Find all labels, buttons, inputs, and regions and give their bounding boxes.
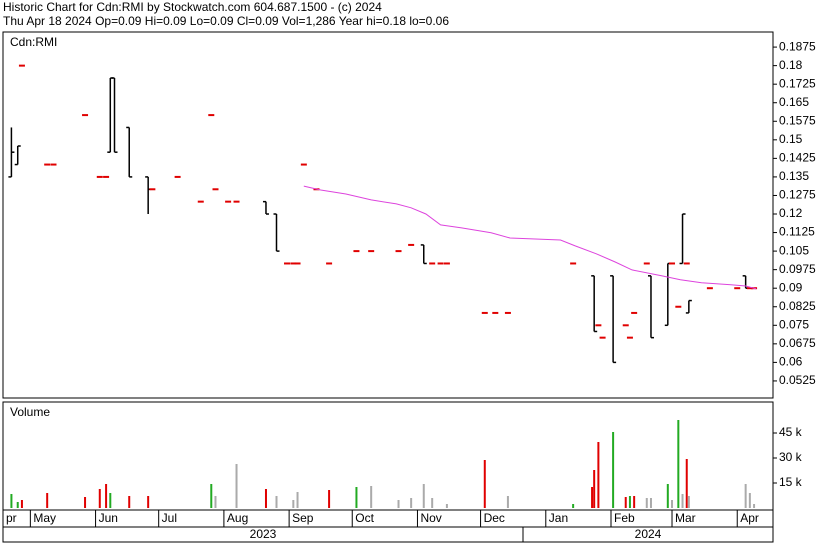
x-tick-label: Apr bbox=[740, 511, 759, 525]
x-tick-label: Nov bbox=[420, 511, 441, 525]
x-tick-label: Feb bbox=[614, 511, 635, 525]
x-tick-label: Sep bbox=[292, 511, 314, 525]
y-tick-label: 15 k bbox=[779, 475, 803, 489]
volume-bar bbox=[445, 504, 448, 508]
y-tick-label: 45 k bbox=[779, 425, 803, 439]
y-tick-label: 0.09 bbox=[779, 280, 803, 294]
y-tick-label: 0.12 bbox=[779, 206, 803, 220]
price-panel bbox=[2, 31, 774, 399]
volume-bar bbox=[46, 493, 49, 508]
x-tick-label: Dec bbox=[484, 511, 505, 525]
volume-bar bbox=[275, 496, 278, 508]
volume-bar bbox=[16, 502, 19, 508]
volume-bar bbox=[422, 484, 425, 508]
chart-title: Historic Chart for Cdn:RMI by Stockwatch… bbox=[3, 0, 382, 14]
panel-label: Volume bbox=[10, 405, 50, 419]
volume-bar bbox=[214, 496, 217, 508]
x-tick-label: Jul bbox=[162, 511, 177, 525]
volume-bar bbox=[410, 498, 413, 508]
volume-bar bbox=[744, 484, 747, 508]
volume-bar bbox=[128, 496, 131, 508]
volume-bar bbox=[753, 504, 756, 508]
volume-bar bbox=[355, 487, 358, 508]
y-tick-label: 0.0975 bbox=[779, 262, 816, 276]
y-tick-label: 0.1725 bbox=[779, 76, 816, 90]
y-tick-label: 0.1275 bbox=[779, 188, 816, 202]
y-tick-label: 0.135 bbox=[779, 169, 809, 183]
chart-subtitle: Thu Apr 18 2024 Op=0.09 Hi=0.09 Lo=0.09 … bbox=[3, 14, 449, 28]
volume-bar bbox=[666, 484, 669, 508]
volume-bar bbox=[10, 494, 13, 508]
volume-bar bbox=[633, 496, 636, 508]
volume-bar bbox=[748, 493, 751, 508]
y-tick-label: 0.0525 bbox=[779, 373, 816, 387]
year-row bbox=[2, 526, 774, 543]
y-tick-label: 0.0675 bbox=[779, 336, 816, 350]
volume-bar bbox=[591, 487, 594, 508]
y-tick-label: 0.1125 bbox=[779, 225, 815, 239]
volume-bar bbox=[597, 442, 600, 508]
volume-bar bbox=[235, 464, 238, 508]
volume-bar bbox=[105, 484, 108, 508]
year-label: 2023 bbox=[250, 527, 277, 541]
x-tick-label: Jun bbox=[99, 511, 118, 525]
volume-bar bbox=[593, 470, 596, 508]
volume-bar bbox=[681, 494, 684, 508]
y-tick-label: 0.0825 bbox=[779, 299, 816, 313]
y-tick-label: 0.075 bbox=[779, 317, 809, 331]
y-tick-label: 0.15 bbox=[779, 132, 803, 146]
y-tick-label: 0.18 bbox=[779, 58, 803, 72]
volume-bar bbox=[296, 492, 299, 508]
x-tick-label: Jan bbox=[549, 511, 568, 525]
volume-bar bbox=[677, 420, 680, 508]
y-tick-label: 30 k bbox=[779, 450, 803, 464]
x-tick-label: May bbox=[33, 511, 56, 525]
x-tick-label: pr bbox=[6, 511, 17, 525]
volume-bar bbox=[397, 500, 400, 508]
volume-bar bbox=[671, 500, 674, 508]
volume-bar bbox=[98, 489, 101, 508]
volume-bar bbox=[624, 497, 627, 508]
y-tick-label: 0.06 bbox=[779, 355, 803, 369]
volume-bar bbox=[370, 486, 373, 508]
moving-average bbox=[303, 185, 757, 290]
panel-label: Cdn:RMI bbox=[10, 35, 57, 49]
x-tick-label: Oct bbox=[355, 511, 374, 525]
volume-bar bbox=[210, 484, 213, 508]
volume-bar bbox=[572, 504, 575, 508]
volume-bar bbox=[645, 498, 648, 508]
y-tick-label: 0.1575 bbox=[779, 113, 816, 127]
volume-bar bbox=[264, 489, 267, 508]
x-tick-label: Aug bbox=[227, 511, 248, 525]
year-label: 2024 bbox=[635, 527, 662, 541]
volume-bar bbox=[292, 500, 295, 508]
volume-bar bbox=[685, 459, 688, 508]
y-tick-label: 0.165 bbox=[779, 95, 809, 109]
volume-bar bbox=[84, 497, 87, 508]
volume-bar bbox=[649, 498, 652, 508]
y-tick-label: 0.105 bbox=[779, 243, 809, 257]
volume-bar bbox=[109, 493, 112, 508]
volume-bar bbox=[687, 496, 690, 508]
volume-bar bbox=[506, 496, 509, 508]
y-tick-label: 0.1425 bbox=[779, 151, 816, 165]
volume-bar bbox=[20, 500, 23, 508]
volume-bar bbox=[483, 460, 486, 508]
y-tick-label: 0.1875 bbox=[779, 39, 816, 53]
volume-bar bbox=[431, 498, 434, 508]
volume-bar bbox=[147, 496, 150, 508]
x-tick-label: Mar bbox=[675, 511, 696, 525]
volume-bar bbox=[328, 490, 331, 508]
volume-bar bbox=[612, 432, 615, 508]
volume-bar bbox=[628, 496, 631, 508]
